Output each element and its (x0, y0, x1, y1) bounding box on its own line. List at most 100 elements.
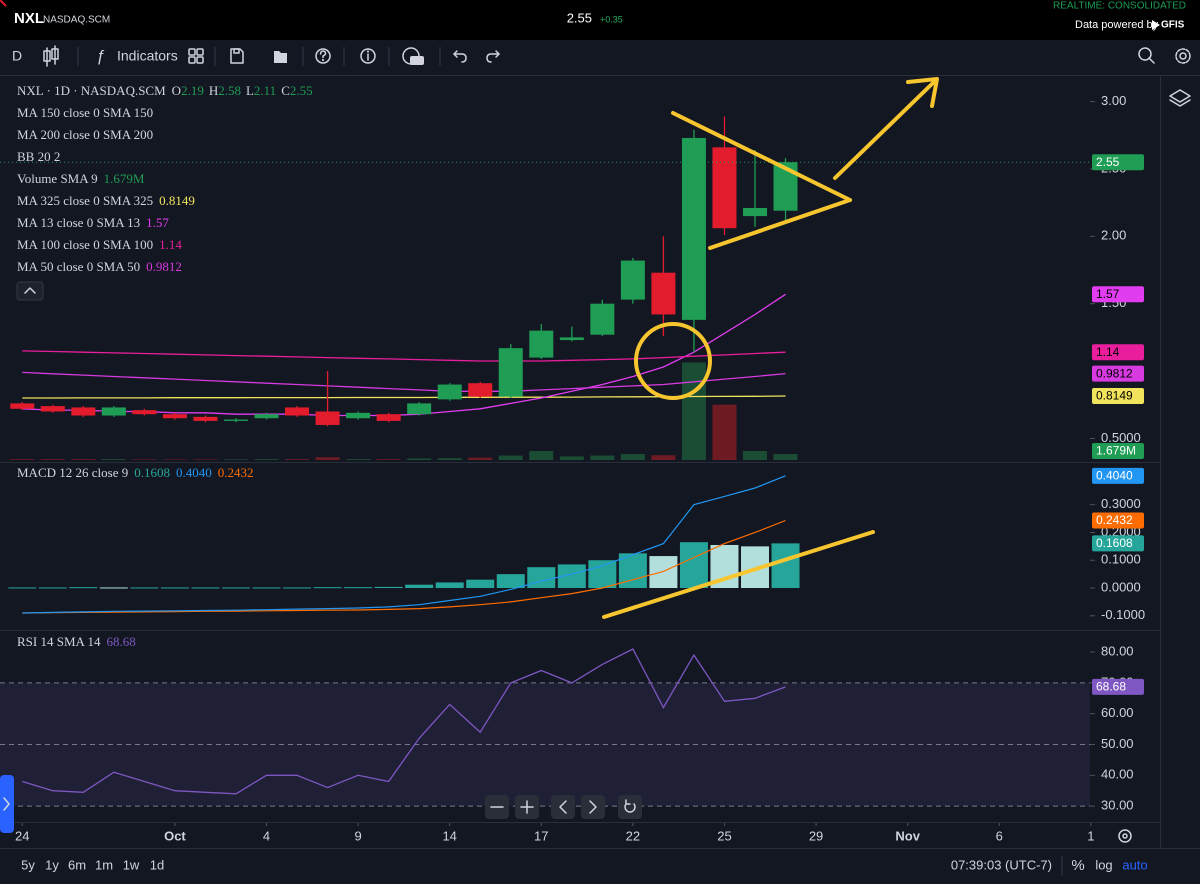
y-tick-label: 30.00 (1101, 798, 1134, 813)
legend-name: MA 100 close 0 SMA 100 (17, 237, 153, 252)
histogram-bar (527, 567, 556, 589)
x-tick-label: 22 (626, 828, 640, 843)
hidden-indicator: MA 150 close 0 SMA 150 (17, 105, 153, 120)
legend-value: 68.68 (106, 634, 135, 649)
header-bar (0, 0, 1200, 40)
legend-title: MACD 12 26 close 9 (17, 465, 128, 480)
legend-name: MA 13 close 0 SMA 13 (17, 215, 140, 230)
extended-hours-button[interactable] (402, 47, 424, 65)
ohlc-value: 2.19 (181, 83, 204, 98)
candle-body (651, 272, 676, 315)
volume-bar (315, 457, 340, 460)
percent-toggle[interactable]: % (1071, 857, 1084, 874)
scroll-right-button[interactable] (581, 795, 605, 819)
histogram-bar (374, 586, 403, 589)
x-tick-label: 6 (996, 828, 1003, 843)
undo-button[interactable] (453, 50, 467, 63)
price-badge (1092, 154, 1144, 171)
axis-settings-button[interactable] (1118, 829, 1132, 843)
handle-icon (3, 797, 10, 811)
candle-body (590, 303, 615, 335)
price-badge-label: 0.2432 (1096, 513, 1133, 527)
range-button[interactable]: 5y (21, 857, 35, 872)
indicators-button[interactable]: Indicators (117, 48, 178, 64)
save-button[interactable] (230, 48, 244, 64)
histogram-bar (679, 542, 708, 589)
volume-bar (376, 459, 401, 460)
volume-bar (437, 458, 462, 460)
ohlc-label: O (172, 83, 181, 98)
x-tick-label: 25 (717, 828, 731, 843)
realtime-status: REALTIME: CONSOLIDATED (1053, 1, 1186, 12)
range-button[interactable]: 1y (45, 857, 59, 872)
price-badge-label: 1.57 (1096, 287, 1120, 301)
volume-bar (407, 458, 432, 460)
range-button[interactable]: 1w (123, 857, 140, 872)
fx-icon: ƒ (96, 48, 105, 65)
y-tick-label: 0.3000 (1101, 496, 1141, 511)
price-badge (1092, 678, 1144, 695)
reset-button[interactable] (618, 795, 642, 819)
layers-button[interactable] (1169, 89, 1191, 107)
open-button[interactable] (274, 51, 287, 63)
info-button[interactable] (360, 48, 376, 64)
candle-body (559, 337, 584, 341)
histogram-bar (99, 587, 128, 589)
hidden-indicator: MA 200 close 0 SMA 200 (17, 127, 153, 142)
scroll-left-button[interactable] (551, 795, 575, 819)
interval-button[interactable]: D (12, 48, 22, 64)
histogram-bar (8, 587, 37, 589)
range-button[interactable]: 1m (95, 857, 113, 872)
volume-bar (285, 459, 310, 460)
legend-value: 1.57 (146, 215, 169, 230)
ohlc-value: 2.55 (290, 83, 313, 98)
y-tick-label: 2.00 (1101, 228, 1126, 243)
candle-body (468, 383, 493, 397)
templates-button[interactable] (188, 48, 204, 64)
macd-line (22, 475, 786, 614)
candle-body (407, 403, 432, 415)
legend-entry: MA 325 close 0 SMA 325 0.8149 (17, 193, 195, 208)
price-change: +0.35 (600, 14, 623, 24)
volume-bar (529, 451, 554, 460)
search-button[interactable] (1138, 47, 1155, 64)
symbol: NXL (14, 10, 44, 27)
ohlc-value: 2.58 (218, 83, 241, 98)
y-tick-label: -0.1000 (1101, 607, 1145, 622)
log-toggle[interactable]: log (1095, 857, 1112, 872)
range-button[interactable]: 6m (68, 857, 86, 872)
settings-button[interactable] (1175, 48, 1191, 64)
volume-bar (101, 459, 126, 460)
volume-bar (590, 455, 615, 460)
signal-line (22, 519, 786, 614)
legend-value: 1.14 (159, 237, 182, 252)
y-tick-label: 80.00 (1101, 643, 1134, 658)
legend-title: NXL · 1D · NASDAQ.SCM (17, 83, 166, 98)
overlay: 3.002.502.001.500.500024Oct491417222529N… (15, 83, 1145, 843)
candle-body (223, 419, 248, 421)
x-tick-label: 9 (354, 828, 361, 843)
help-button[interactable] (315, 48, 331, 64)
legend-value: 0.8149 (159, 193, 195, 208)
volume-bar (559, 456, 584, 460)
range-button[interactable]: 1d (150, 857, 164, 872)
legend-entry: Volume SMA 9 1.679M (17, 171, 145, 186)
corner-mark (0, 0, 7, 7)
auto-toggle[interactable]: auto (1122, 857, 1147, 872)
redo-button[interactable] (486, 50, 500, 63)
chart-type-button[interactable] (43, 45, 59, 67)
histogram-bar (283, 587, 312, 589)
x-tick-label: 1 (1087, 828, 1094, 843)
side-panel-handle[interactable] (0, 775, 14, 833)
price-badge-label: 0.9812 (1096, 366, 1133, 380)
legend-collapse-button[interactable] (16, 281, 44, 301)
volume-bar (743, 451, 768, 460)
legend-entry: MA 13 close 0 SMA 13 1.57 (17, 215, 169, 230)
y-tick-label: 60.00 (1101, 705, 1134, 720)
y-tick-label: 40.00 (1101, 767, 1134, 782)
legend-entry: MA 50 close 0 SMA 50 0.9812 (17, 259, 182, 274)
legend-entry: MA 200 close 0 SMA 200 (17, 127, 153, 142)
volume-bar (681, 362, 706, 460)
x-tick-label: 4 (263, 828, 270, 843)
